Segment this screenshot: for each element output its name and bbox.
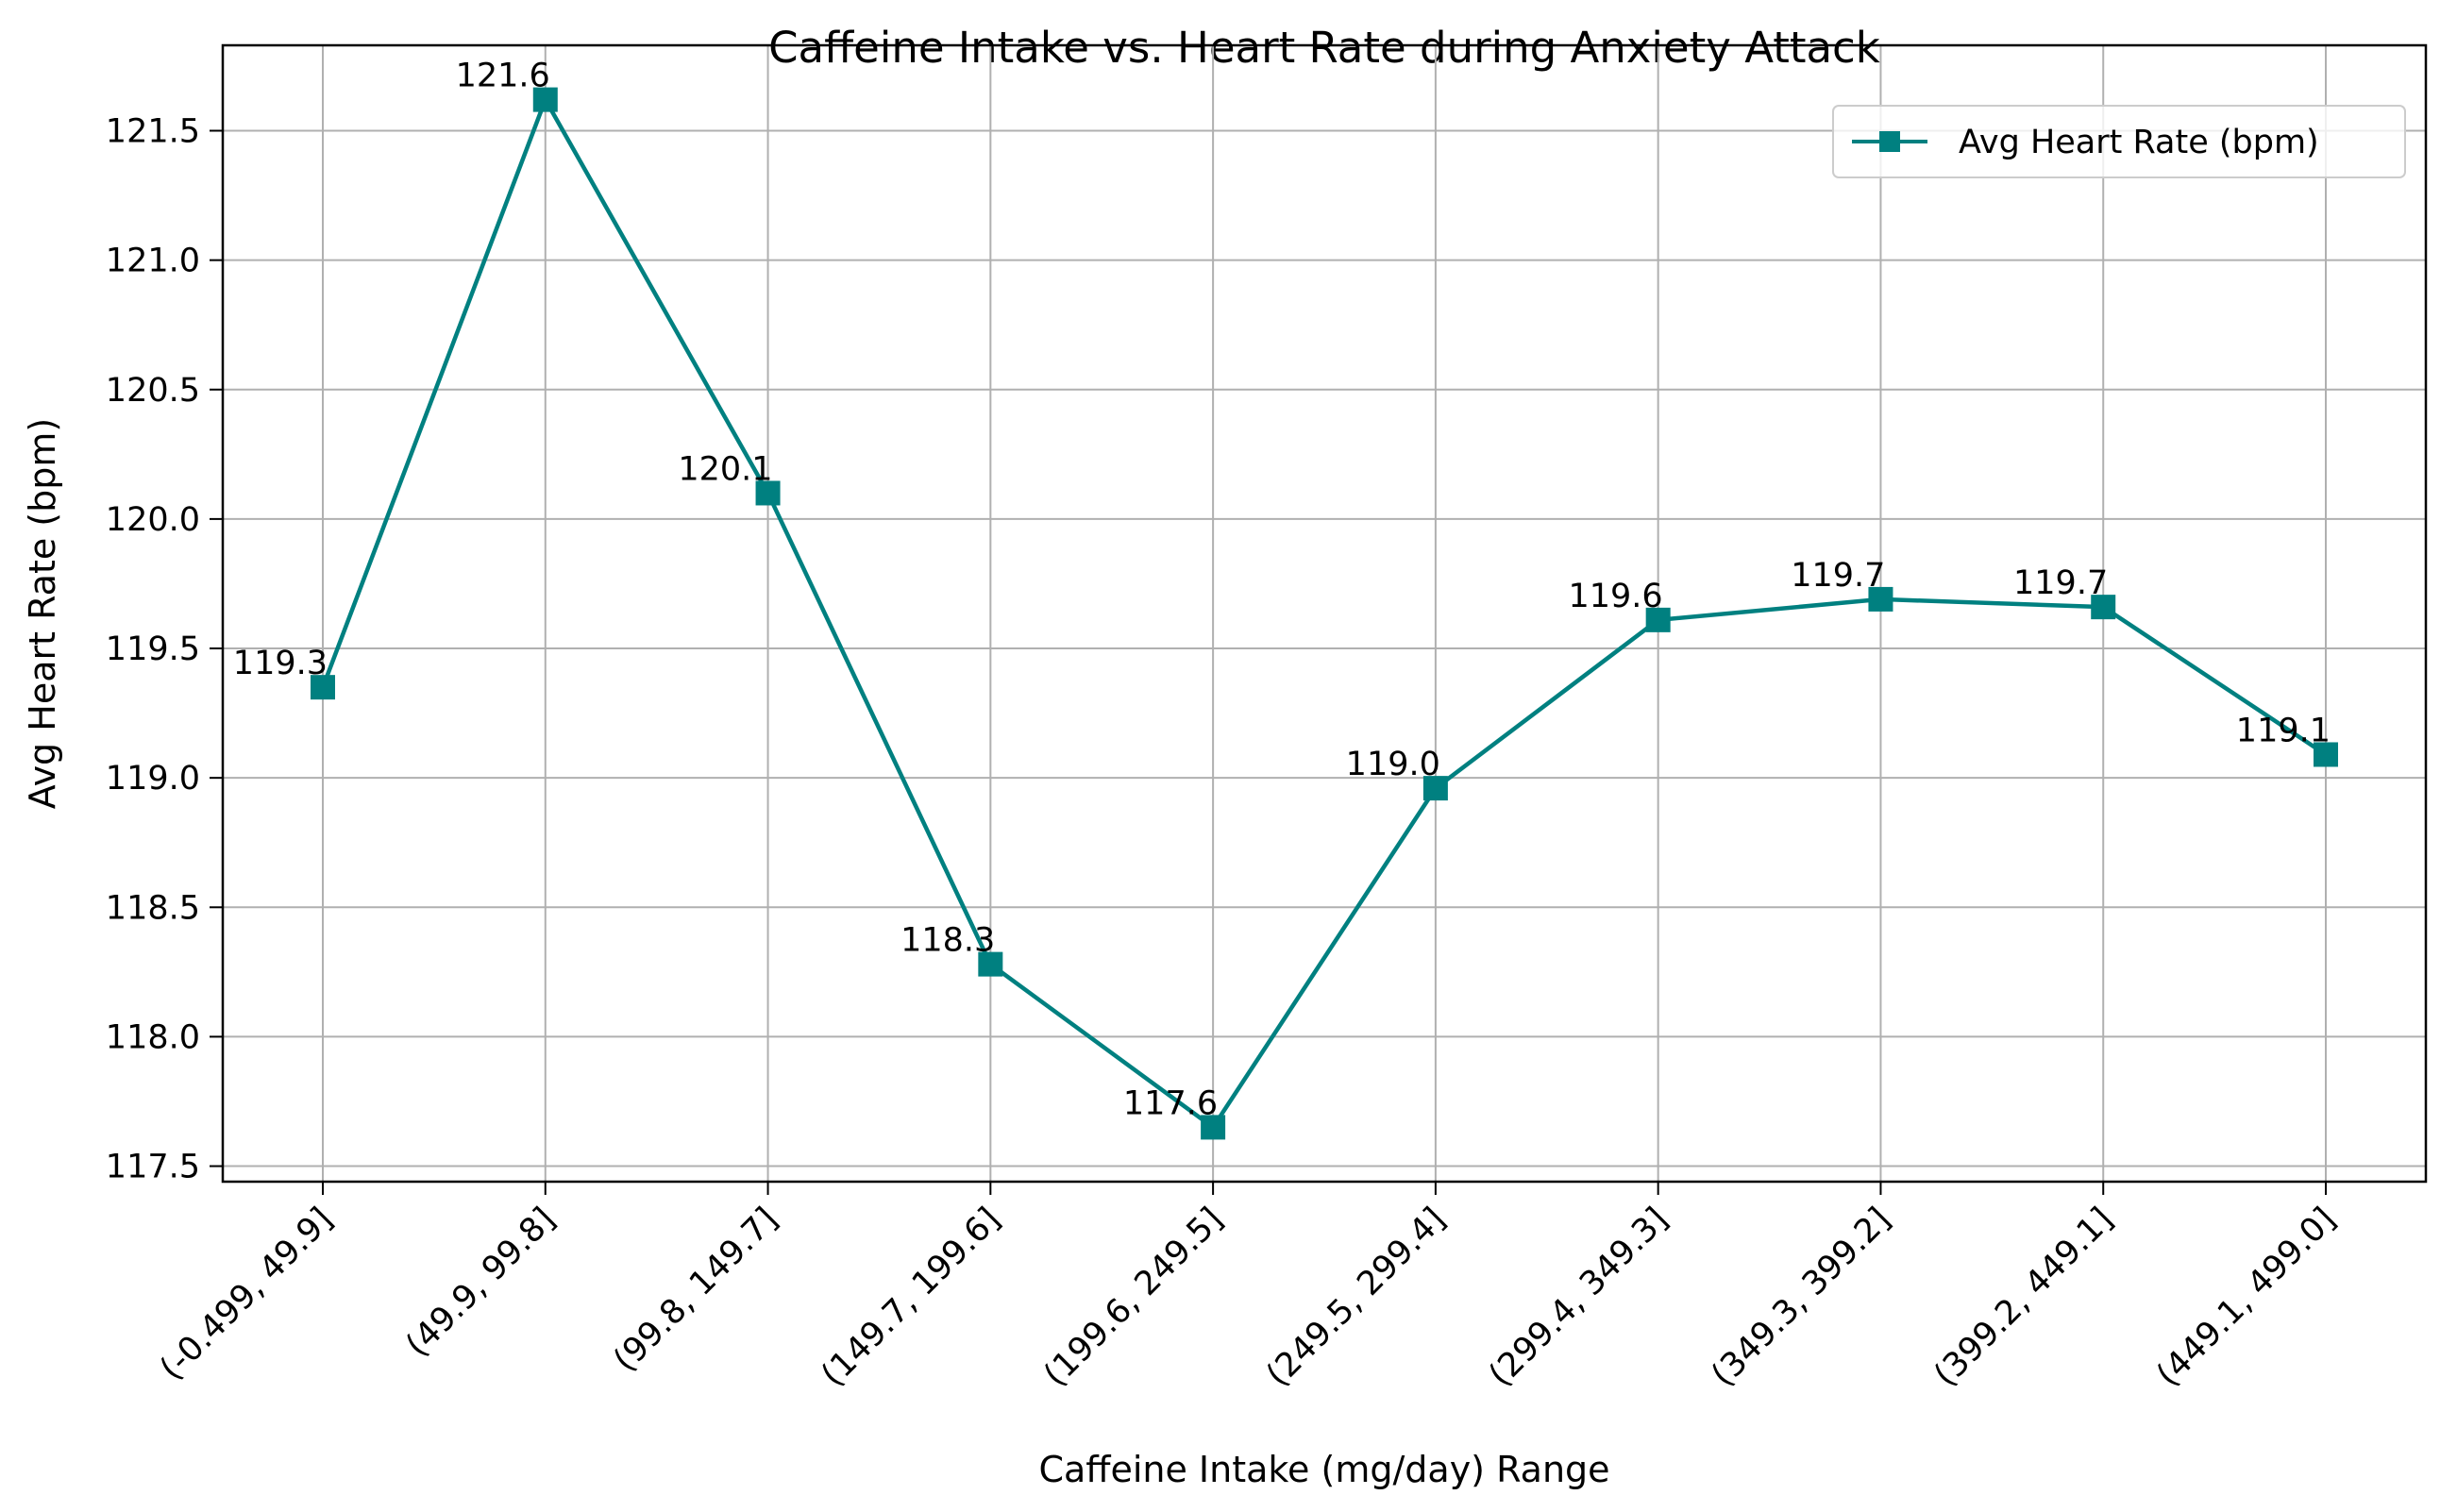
y-tick-label: 120.5	[106, 372, 200, 410]
data-label: 119.3	[233, 645, 328, 682]
y-tick-label: 118.0	[106, 1018, 200, 1056]
data-point-square-marker	[978, 951, 1003, 977]
y-tick-label: 119.5	[106, 630, 200, 668]
data-point-square-marker	[1645, 607, 1671, 632]
legend-square-marker-icon	[1879, 131, 1900, 152]
data-label: 119.0	[1346, 746, 1440, 783]
y-axis: 117.5 118.0 118.5 119.0 119.5 120.0 120.5 121.0…	[106, 113, 223, 1186]
y-tick-label: 118.5	[106, 889, 200, 927]
data-point-square-marker	[2091, 595, 2116, 620]
x-axis-label: Caffeine Intake (mg/day) Range	[1038, 1449, 1609, 1490]
legend-box	[1832, 105, 2406, 178]
y-tick-label: 121.5	[106, 113, 200, 151]
chart-title: Caffeine Intake vs. Heart Rate during An…	[768, 23, 1880, 73]
data-point-square-marker	[1422, 776, 1448, 801]
y-tick-label: 117.5	[106, 1149, 200, 1186]
y-tick-label: 120.0	[106, 501, 200, 539]
data-label: 120.1	[678, 450, 772, 488]
y-axis-label: Avg Heart Rate (bpm)	[22, 418, 63, 809]
data-point-square-marker	[2314, 742, 2338, 767]
data-label: 121.6	[456, 58, 550, 95]
data-label: 117.6	[1123, 1084, 1218, 1122]
data-label: 118.3	[900, 922, 995, 960]
series-avg-heart-rate	[311, 87, 2338, 1140]
y-tick-label: 121.0	[106, 243, 200, 280]
data-labels: 119.3 121.6 120.1 118.3 117.6 119.0 119.6 119.7…	[233, 58, 2331, 1123]
y-tick-label: 119.0	[106, 760, 200, 798]
data-label: 119.7	[2013, 564, 2108, 602]
data-point-square-marker	[755, 480, 781, 506]
data-point-square-marker	[1868, 586, 1893, 612]
legend-entry-label: Avg Heart Rate (bpm)	[1959, 124, 2319, 161]
legend: Avg Heart Rate (bpm)	[1832, 105, 2406, 178]
plot-frame	[221, 43, 2428, 1184]
data-label: 119.1	[2236, 712, 2331, 749]
data-label: 119.7	[1791, 557, 1885, 595]
data-point-square-marker	[1201, 1115, 1226, 1140]
data-label: 119.6	[1568, 578, 1662, 615]
series-line	[320, 97, 2328, 1130]
data-point-square-marker	[532, 87, 558, 112]
data-point-square-marker	[311, 675, 335, 700]
